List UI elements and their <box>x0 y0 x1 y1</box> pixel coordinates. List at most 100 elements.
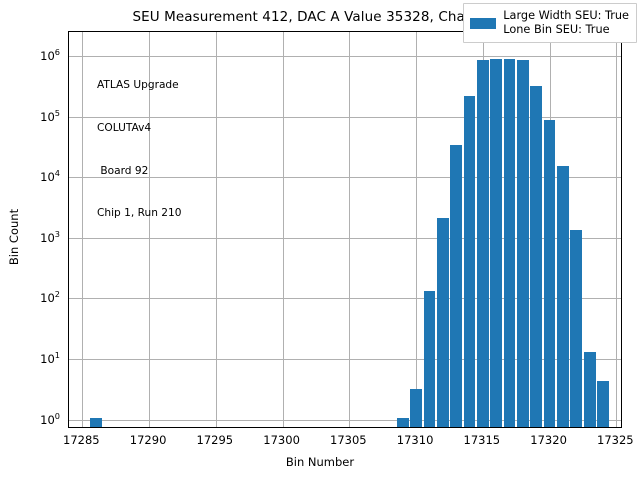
annotation-line-1: ATLAS Upgrade <box>97 79 179 92</box>
x-tick-mark <box>616 427 617 428</box>
y-tick-minor <box>68 317 69 318</box>
y-tick-minor <box>68 191 69 192</box>
y-tick-minor <box>68 196 69 197</box>
bar <box>476 59 489 427</box>
annotation-line-2: COLUTAv4 <box>97 122 152 135</box>
y-tick-mark <box>68 177 69 178</box>
y-tick-minor <box>68 365 69 366</box>
gridline-vertical <box>149 32 151 427</box>
y-tick-label: 101 <box>40 350 60 366</box>
x-tick-label: 17320 <box>530 433 567 447</box>
legend-entry-large-width-seu: Large Width SEU: True <box>503 9 629 22</box>
y-tick-minor <box>68 126 69 127</box>
gridline-vertical <box>349 32 351 427</box>
y-tick-minor <box>68 247 69 248</box>
bar <box>410 388 422 427</box>
gridline-vertical <box>82 32 84 427</box>
y-tick-minor <box>68 373 69 374</box>
gridline-horizontal <box>69 298 621 300</box>
bar <box>570 230 583 427</box>
y-tick-minor <box>68 280 69 281</box>
y-tick-minor <box>68 38 69 39</box>
gridline-horizontal <box>69 419 621 421</box>
y-tick-minor <box>68 159 69 160</box>
x-tick-mark <box>349 427 350 428</box>
y-tick-minor <box>68 74 69 75</box>
legend-entry-lone-bin-seu: Lone Bin SEU: True <box>503 23 610 36</box>
y-tick-minor <box>68 304 69 305</box>
x-tick-label: 17290 <box>129 433 167 447</box>
bar <box>583 352 596 427</box>
y-tick-mark <box>68 56 69 57</box>
gridline-vertical <box>616 32 618 427</box>
y-tick-mark <box>68 298 69 299</box>
y-tick-minor <box>68 391 69 392</box>
bar <box>530 85 543 427</box>
gridline-vertical <box>215 32 217 427</box>
bar <box>450 144 462 427</box>
legend-color-patch <box>470 17 497 29</box>
x-tick-label: 17285 <box>63 433 100 447</box>
annotation-line-3: Board 92 <box>97 164 149 177</box>
y-tick-minor <box>68 123 69 124</box>
y-tick-minor <box>68 377 69 378</box>
annotation-text: ATLAS Upgrade COLUTAv4 Board 92 Chip 1, … <box>97 50 182 249</box>
y-tick-label: 100 <box>40 410 60 427</box>
bar <box>396 417 409 427</box>
y-tick-minor <box>68 183 69 184</box>
y-tick-minor <box>68 120 69 121</box>
x-tick-mark <box>82 427 83 428</box>
y-tick-mark <box>68 238 69 239</box>
gridline-vertical <box>416 32 418 427</box>
bar <box>503 59 516 427</box>
bar <box>463 95 476 427</box>
x-axis-label: Bin Number <box>285 455 355 469</box>
y-tick-minor <box>68 251 69 252</box>
gridline-horizontal <box>69 177 621 179</box>
y-tick-minor <box>68 135 69 136</box>
x-tick-mark <box>483 427 484 428</box>
x-tick-mark <box>216 427 217 428</box>
y-tick-minor <box>68 401 69 402</box>
bar-series <box>69 32 621 427</box>
y-tick-minor <box>68 130 69 131</box>
y-tick-mark <box>68 359 69 360</box>
y-tick-minor <box>68 383 69 384</box>
y-tick-minor <box>68 66 69 67</box>
bar <box>490 59 503 427</box>
y-tick-minor <box>68 312 69 313</box>
y-tick-minor <box>68 362 69 363</box>
bar <box>597 381 609 427</box>
y-tick-minor <box>68 241 69 242</box>
y-tick-label: 105 <box>40 107 60 124</box>
y-tick-minor <box>68 99 69 100</box>
x-tick-label: 17315 <box>463 433 501 447</box>
x-tick-label: 17300 <box>263 433 300 447</box>
bar <box>517 59 529 427</box>
y-tick-mark <box>68 420 69 421</box>
chart-title: SEU Measurement 412, DAC A Value 35328, … <box>132 9 508 25</box>
x-tick-label: 17325 <box>597 433 634 447</box>
y-tick-minor <box>68 201 69 202</box>
y-tick-minor <box>68 209 69 210</box>
bar <box>89 417 102 427</box>
gridline-horizontal <box>69 56 621 58</box>
y-tick-label: 106 <box>40 47 60 64</box>
y-tick-minor <box>68 341 69 342</box>
y-tick-minor <box>68 220 69 221</box>
y-tick-minor <box>68 301 69 302</box>
bar <box>543 119 556 427</box>
y-tick-minor <box>68 80 69 81</box>
y-tick-minor <box>68 270 69 271</box>
gridline-horizontal <box>69 359 621 360</box>
y-tick-label: 103 <box>40 228 60 245</box>
y-tick-minor <box>68 187 69 188</box>
y-tick-minor <box>68 148 69 149</box>
gridline-vertical <box>282 32 284 427</box>
x-tick-label: 17295 <box>196 433 234 447</box>
gridline-horizontal <box>69 116 621 118</box>
y-tick-minor <box>68 256 69 257</box>
annotation-line-4: Chip 1, Run 210 <box>97 207 182 220</box>
x-tick-label: 17310 <box>396 433 434 447</box>
x-tick-label: 17305 <box>330 433 367 447</box>
